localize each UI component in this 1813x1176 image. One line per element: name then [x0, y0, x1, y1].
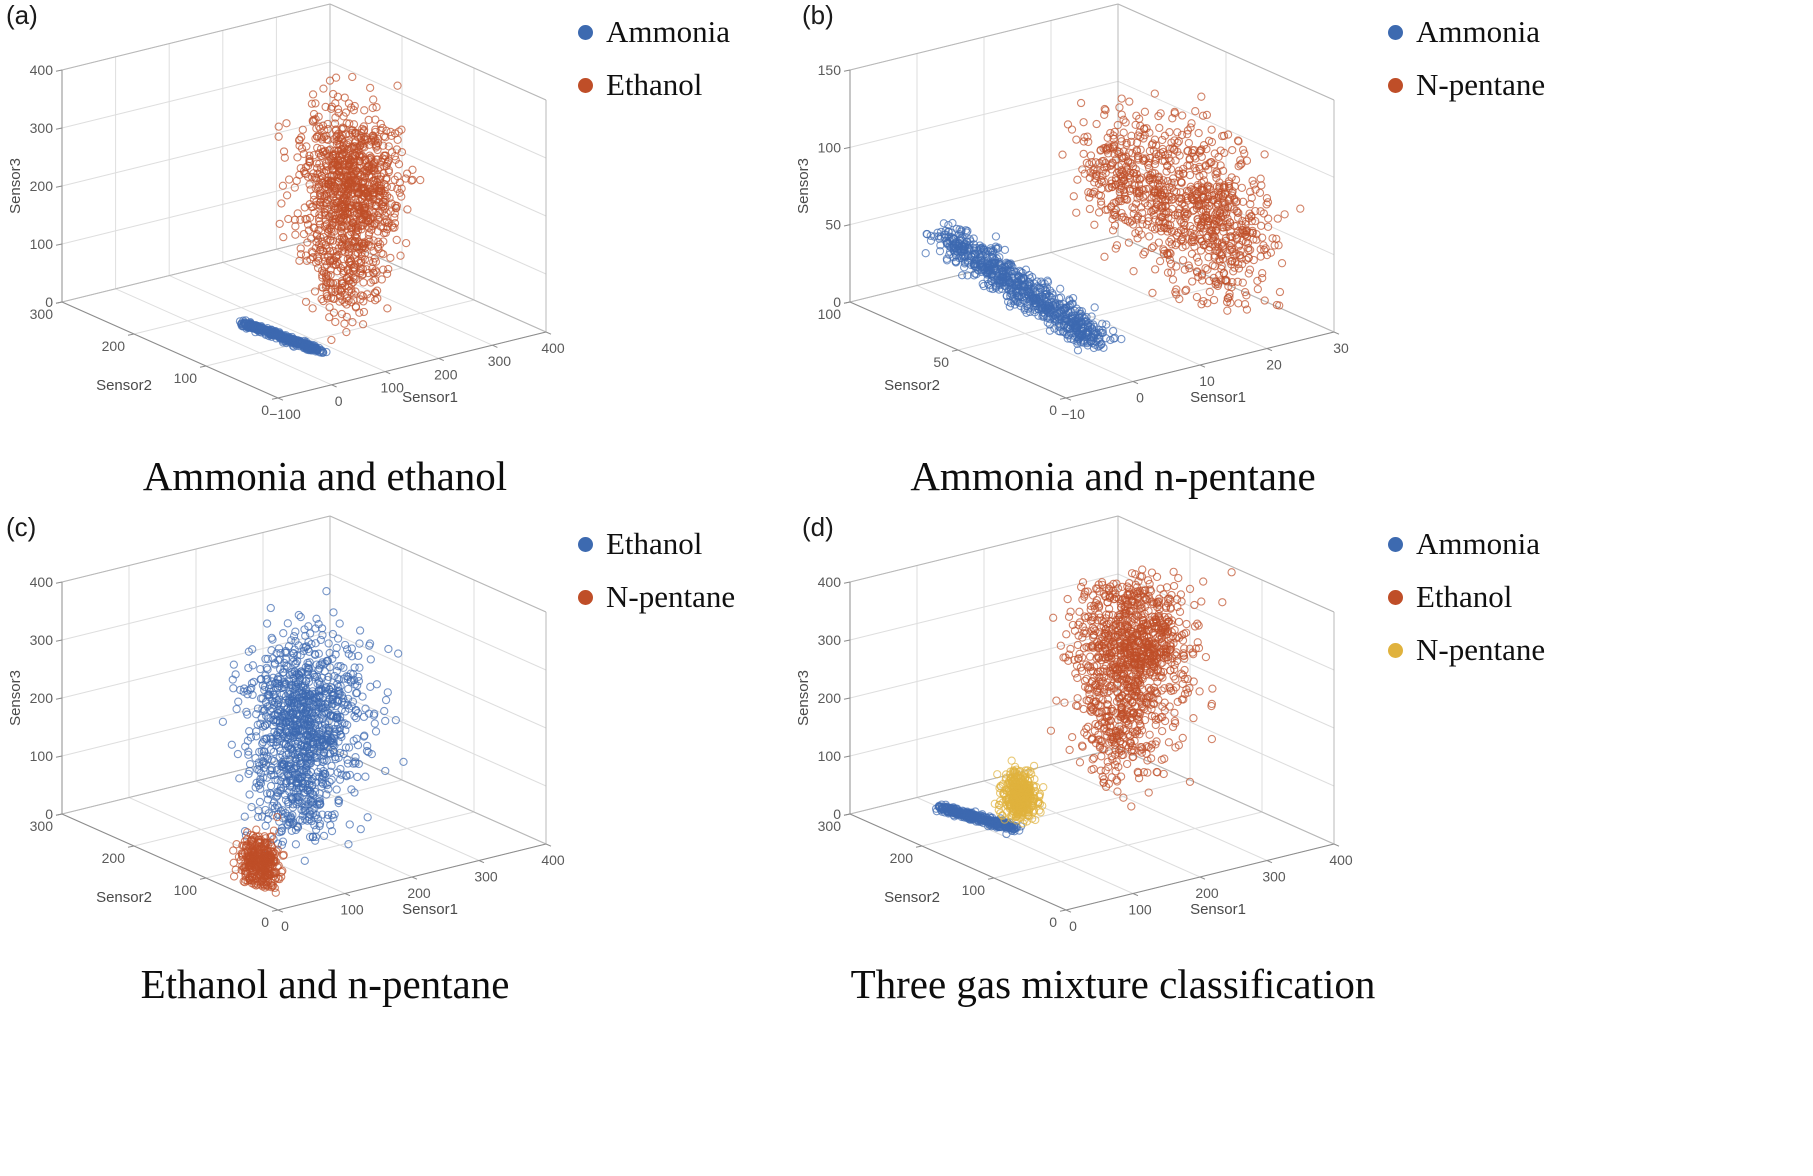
legend-dot-icon — [578, 77, 593, 93]
legend-dot-icon — [1388, 589, 1403, 605]
legend-dot-icon — [1388, 642, 1403, 658]
legend-label: N-pentane — [1416, 67, 1546, 102]
scatter3d-plot-c — [0, 512, 780, 982]
caption-a: Ammonia and ethanol — [142, 453, 508, 499]
panel-letter-d: (d) — [802, 512, 834, 542]
legend-label: N-pentane — [1416, 632, 1546, 667]
legend-label: Ethanol — [1416, 579, 1513, 614]
legend-label: Ammonia — [1416, 14, 1540, 49]
legend-label: Ammonia — [606, 14, 730, 49]
scatter3d-plot-d — [788, 512, 1568, 982]
legend-item-ammonia: Ammonia — [578, 14, 730, 50]
legend-a: Ammonia Ethanol — [578, 14, 730, 103]
panel-c: (c) Ethanol N-pentane Ethanol and n-penta… — [0, 512, 788, 1176]
panel-a: (a) Ammonia Ethanol Ammonia and ethanol — [0, 0, 788, 512]
legend-item-n-pentane: N-pentane — [1388, 67, 1545, 103]
caption-d: Three gas mixture classification — [850, 961, 1376, 1007]
legend-c: Ethanol N-pentane — [578, 526, 735, 615]
legend-item-ammonia: Ammonia — [1388, 526, 1545, 562]
panel-letter-b: (b) — [802, 0, 834, 30]
legend-item-ethanol: Ethanol — [578, 67, 730, 103]
legend-dot-icon — [1388, 536, 1403, 552]
panel-letter-c: (c) — [6, 512, 37, 542]
scatter3d-plot-b — [788, 0, 1568, 470]
caption-b: Ammonia and n-pentane — [910, 453, 1316, 499]
legend-label: Ethanol — [606, 526, 703, 561]
legend-item-n-pentane: N-pentane — [1388, 632, 1545, 668]
legend-b: Ammonia N-pentane — [1388, 14, 1545, 103]
legend-dot-icon — [1388, 24, 1403, 40]
legend-label: N-pentane — [606, 579, 736, 614]
legend-dot-icon — [578, 24, 593, 40]
legend-item-ethanol: Ethanol — [1388, 579, 1545, 615]
panel-letter-a: (a) — [6, 0, 38, 30]
panel-b: (b) Ammonia N-pentane Ammonia and n-penta… — [788, 0, 1813, 512]
legend-item-n-pentane: N-pentane — [578, 579, 735, 615]
legend-dot-icon — [578, 589, 593, 605]
scatter3d-plot-a — [0, 0, 780, 470]
legend-item-ethanol: Ethanol — [578, 526, 735, 562]
legend-label: Ammonia — [1416, 526, 1540, 561]
legend-item-ammonia: Ammonia — [1388, 14, 1545, 50]
legend-d: Ammonia Ethanol N-pentane — [1388, 526, 1545, 668]
panel-d: (d) Ammonia Ethanol N-pentane Three gas mi… — [788, 512, 1813, 1176]
caption-c: Ethanol and n-pentane — [140, 961, 510, 1007]
legend-dot-icon — [1388, 77, 1403, 93]
legend-dot-icon — [578, 536, 593, 552]
legend-label: Ethanol — [606, 67, 703, 102]
